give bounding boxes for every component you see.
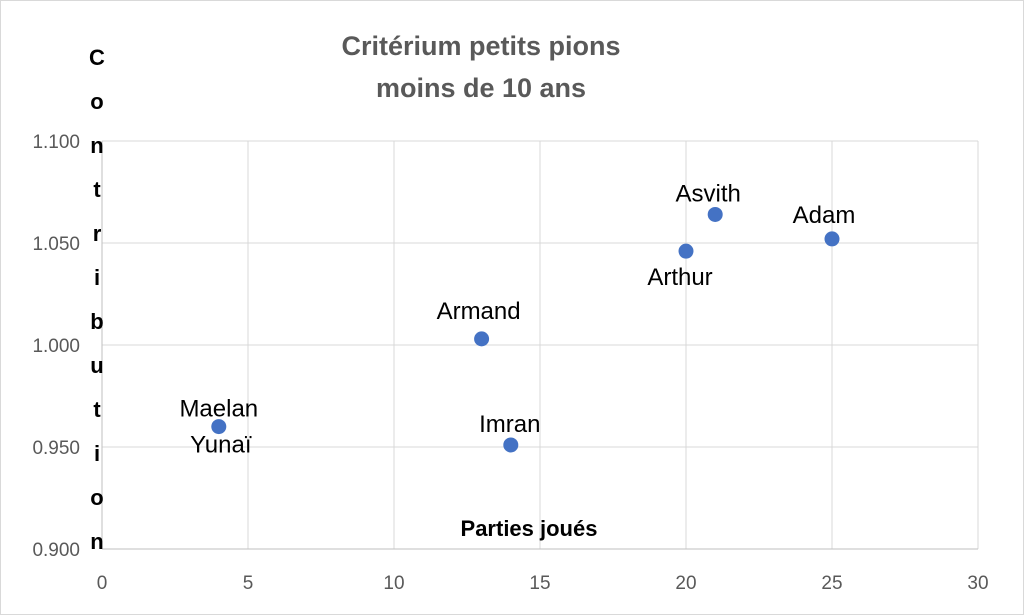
data-point — [707, 206, 723, 222]
y-axis-label-char: n — [90, 529, 103, 554]
point-label: Imran — [479, 411, 540, 438]
point-label: Yunaï — [190, 432, 252, 459]
tick-labels: 0 5 10 15 20 25 30 0.900 0.950 1.000 1.050 1.100 — [32, 132, 988, 594]
point-label: Asvith — [676, 180, 741, 207]
point-label: Adam — [793, 202, 856, 229]
y-axis-label-char: o — [90, 89, 103, 114]
data-point — [474, 331, 490, 347]
y-tick-label: 1.050 — [32, 234, 80, 255]
y-axis-label-char: r — [93, 221, 102, 246]
y-axis-label-char: C — [89, 45, 105, 70]
x-tick-label: 25 — [821, 573, 842, 594]
x-tick-label: 15 — [529, 573, 550, 594]
y-axis-label-char: b — [90, 309, 103, 334]
data-point — [211, 419, 227, 435]
x-axis-label: Parties joués — [461, 516, 598, 541]
x-tick-label: 30 — [967, 573, 988, 594]
data-point — [678, 243, 694, 259]
x-tick-label: 10 — [383, 573, 404, 594]
chart-title-line-2: moins de 10 ans — [376, 73, 586, 103]
point-label: Armand — [437, 298, 521, 325]
point-labels: Maelan Yunaï Armand Imran Arthur Asvith Adam — [179, 180, 855, 458]
data-point — [503, 437, 519, 453]
data-point — [824, 231, 840, 247]
data-points — [211, 206, 840, 453]
point-label: Arthur — [647, 264, 712, 291]
y-tick-label: 0.900 — [32, 540, 80, 561]
y-tick-label: 1.100 — [32, 132, 80, 153]
y-axis-label-char: t — [93, 177, 101, 202]
y-axis-label-char: u — [90, 353, 103, 378]
axes — [101, 141, 978, 550]
y-tick-label: 0.950 — [32, 438, 80, 459]
chart-title: Critérium petits pions moins de 10 ans — [341, 31, 620, 103]
y-axis-label-char: o — [90, 485, 103, 510]
y-tick-label: 1.000 — [32, 336, 80, 357]
chart-title-line-1: Critérium petits pions — [341, 31, 620, 61]
point-label: Maelan — [179, 396, 258, 423]
y-axis-label-char: i — [94, 441, 100, 466]
y-axis-label-char: i — [94, 265, 100, 290]
x-tick-label: 5 — [243, 573, 254, 594]
y-axis-label-char: n — [90, 133, 103, 158]
y-axis-label-char: t — [93, 397, 101, 422]
x-tick-label: 20 — [675, 573, 696, 594]
x-tick-label: 0 — [97, 573, 108, 594]
